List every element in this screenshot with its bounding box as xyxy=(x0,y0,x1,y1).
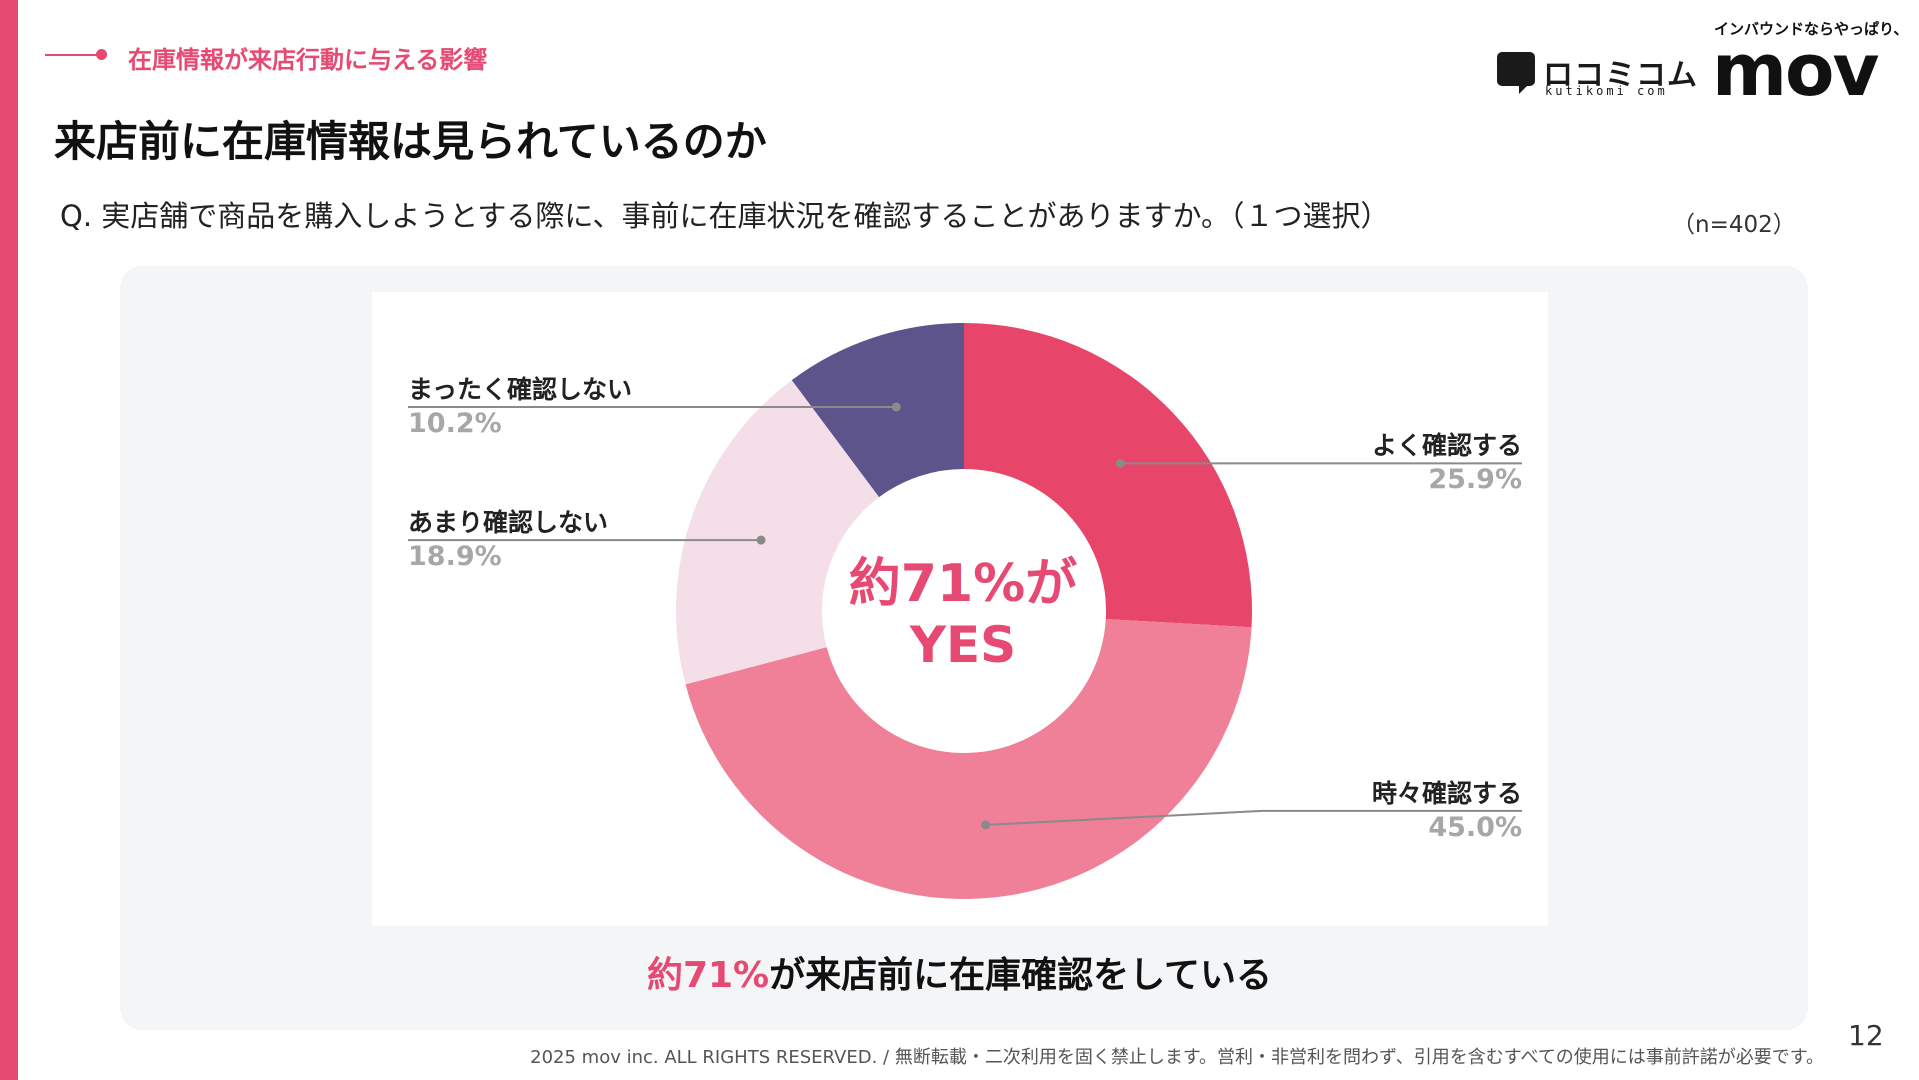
category-label-often: よく確認する xyxy=(1371,431,1522,461)
donut-slice-sometimes xyxy=(685,619,1252,899)
survey-question: Q. 実店舗で商品を購入しようとする際に、事前に在庫状況を確認することがあります… xyxy=(60,199,1390,233)
summary-highlight: 約71% xyxy=(646,955,770,996)
section-marker-dot xyxy=(96,49,107,60)
page-number: 12 xyxy=(1848,1019,1884,1052)
copyright-footer: 2025 mov inc. ALL RIGHTS RESERVED. / 無断転… xyxy=(530,1047,1824,1068)
value-label-sometimes: 45.0% xyxy=(1428,811,1522,843)
category-label-rarely: あまり確認しない xyxy=(408,508,609,538)
donut-slice-often xyxy=(964,323,1252,628)
kuchikomi-logo-sub: kutikomi com xyxy=(1545,84,1668,98)
kuchikomi-logo-name: ロコミコム xyxy=(1543,58,1698,93)
summary-rest: が来店前に在庫確認をしている xyxy=(769,955,1273,996)
donut-center-line-2: YES xyxy=(909,616,1017,675)
section-label: 在庫情報が来店行動に与える影響 xyxy=(128,46,488,74)
speech-bubble-tail xyxy=(1519,80,1533,94)
summary-statement: 約71%が来店前に在庫確認をしている xyxy=(0,946,1919,998)
mov-wordmark: mov xyxy=(1712,28,1879,112)
donut-slice-never xyxy=(791,323,964,498)
value-label-rarely: 18.9% xyxy=(408,541,502,573)
leader-line-sometimes xyxy=(985,809,1522,826)
mov-tagline: インバウンドならやっぱり、 xyxy=(1714,20,1909,38)
category-label-never: まったく確認しない xyxy=(408,374,633,404)
kuchikomi-logo: ロコミコム kutikomi com xyxy=(1497,50,1697,100)
donut-slice-rarely xyxy=(676,380,880,685)
value-label-often: 25.9% xyxy=(1428,464,1522,496)
value-label-never: 10.2% xyxy=(408,407,502,439)
accent-side-bar xyxy=(0,0,18,1080)
section-marker-line xyxy=(45,54,99,56)
category-label-sometimes: 時々確認する xyxy=(1371,778,1522,808)
mov-logo: インバウンドならやっぱり、 mov xyxy=(1712,14,1908,112)
sample-size: （n=402） xyxy=(1672,212,1796,238)
page-title: 来店前に在庫情報は見られているのか xyxy=(54,117,767,166)
donut-center-text: 約71%が YES xyxy=(828,553,1098,675)
donut-center-line-1: 約71%が xyxy=(848,554,1078,614)
